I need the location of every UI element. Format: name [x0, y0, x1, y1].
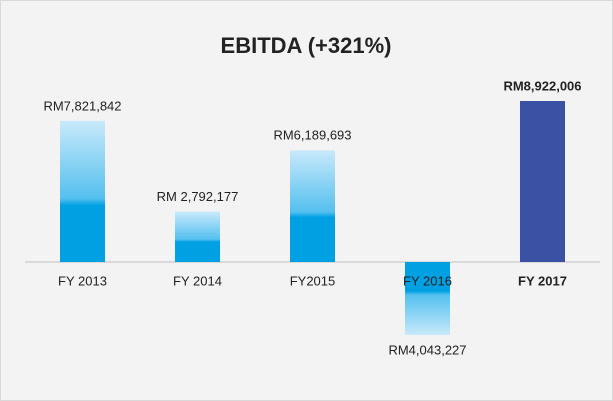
- x-tick-label: FY 2013: [58, 273, 107, 288]
- bar: [60, 120, 105, 262]
- x-tick-label: FY 2016: [403, 273, 452, 288]
- chart-title: EBITDA (+321%): [221, 33, 392, 58]
- data-label: RM 2,792,177: [157, 189, 239, 204]
- data-label: RM6,189,693: [273, 128, 351, 143]
- bar: [405, 262, 450, 335]
- x-tick-label: FY 2014: [173, 273, 222, 288]
- bar: [175, 211, 220, 262]
- bar: [520, 101, 565, 262]
- data-label: RM7,821,842: [43, 98, 121, 113]
- data-label: RM4,043,227: [388, 342, 466, 357]
- bar: [290, 150, 335, 262]
- data-label: RM8,922,006: [503, 78, 581, 93]
- x-tick-label: FY2015: [290, 273, 336, 288]
- x-tick-label: FY 2017: [518, 273, 567, 288]
